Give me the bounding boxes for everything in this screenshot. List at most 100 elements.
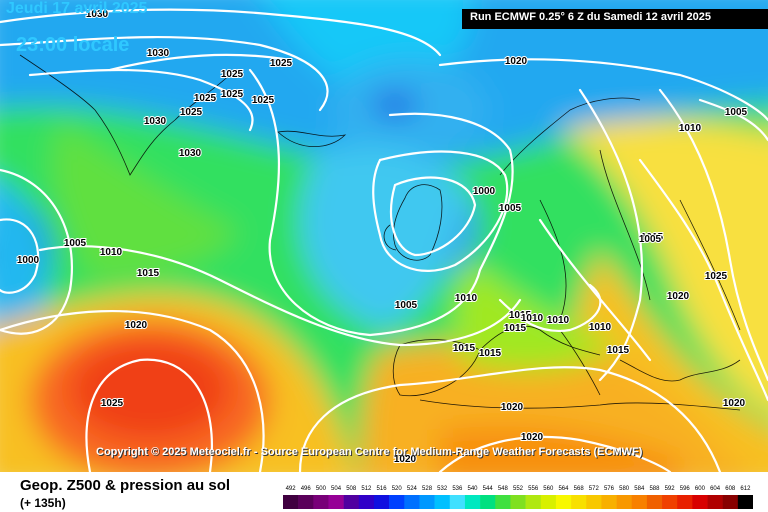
isobar-label: 1020 xyxy=(501,402,524,413)
legend-swatch xyxy=(495,495,511,509)
isobar-label: 1015 xyxy=(453,343,476,354)
legend-label: 592 xyxy=(665,486,676,492)
legend-swatch xyxy=(555,495,572,509)
legend-swatch xyxy=(707,495,723,509)
legend-label: 544 xyxy=(483,486,494,492)
legend-swatch xyxy=(586,495,602,509)
isobar-label: 1020 xyxy=(125,320,148,331)
legend-label: 532 xyxy=(437,486,448,492)
legend-swatch xyxy=(404,495,420,509)
isobar-label: 1010 xyxy=(547,315,570,326)
legend-swatch xyxy=(434,495,451,509)
legend-swatch xyxy=(722,495,739,509)
legend-label: 540 xyxy=(468,486,479,492)
legend-label: 548 xyxy=(498,486,509,492)
isobar-label: 1030 xyxy=(179,148,202,159)
legend-label: 556 xyxy=(528,486,539,492)
isobar-label: 1000 xyxy=(17,255,40,266)
isobar-label: 1015 xyxy=(641,232,664,243)
valid-time: 23:00 locale xyxy=(16,34,130,56)
isobar-label: 1025 xyxy=(221,69,244,80)
isobar-label: 1025 xyxy=(221,89,244,100)
legend-label: 568 xyxy=(574,486,585,492)
isobar-label: 1020 xyxy=(394,454,417,465)
isobar-label: 1005 xyxy=(395,300,418,311)
legend-label: 584 xyxy=(634,486,645,492)
legend-label: 580 xyxy=(619,486,630,492)
legend-swatch xyxy=(601,495,617,509)
isobar-label: 1020 xyxy=(723,398,746,409)
legend-swatch xyxy=(343,495,360,509)
legend-swatch xyxy=(328,495,344,509)
run-info: Run ECMWF 0.25° 6 Z du Samedi 12 avril 2… xyxy=(470,11,711,23)
legend-swatch xyxy=(313,495,329,509)
legend-label: 612 xyxy=(740,486,751,492)
isobar-label: 1015 xyxy=(479,348,502,359)
legend-label: 604 xyxy=(710,486,721,492)
legend-swatch xyxy=(646,495,663,509)
legend-label: 560 xyxy=(543,486,554,492)
isobar-label: 1015 xyxy=(607,345,630,356)
copyright-notice: Copyright © 2025 Meteociel.fr - Source E… xyxy=(96,446,643,458)
isobar-label: 1030 xyxy=(144,116,167,127)
legend-swatch xyxy=(480,495,496,509)
legend-label: 516 xyxy=(377,486,388,492)
legend-label: 528 xyxy=(422,486,433,492)
isobar-label: 1010 xyxy=(679,123,702,134)
isobar-label: 1025 xyxy=(101,398,124,409)
isobar-label: 1005 xyxy=(499,203,522,214)
legend-label: 576 xyxy=(604,486,615,492)
isobar-label: 1015 xyxy=(504,323,527,334)
isobar-label: 1015 xyxy=(509,310,532,321)
legend-label: 504 xyxy=(331,486,342,492)
isobar-label: 1025 xyxy=(252,95,275,106)
legend-label: 600 xyxy=(695,486,706,492)
legend-label: 536 xyxy=(452,486,463,492)
isobar-label: 1025 xyxy=(194,93,217,104)
coastlines xyxy=(19,54,741,411)
isobar-label: 1020 xyxy=(667,291,690,302)
isobar-label: 1015 xyxy=(137,268,160,279)
legend-swatch xyxy=(464,495,481,509)
legend-label: 608 xyxy=(725,486,736,492)
color-legend: 492 496 500 504 508 512 516 520 524 528 532 536 540 5… xyxy=(283,486,753,509)
isobar-label: 1030 xyxy=(147,48,170,59)
legend-label: 508 xyxy=(346,486,357,492)
legend-swatch xyxy=(283,495,299,509)
legend-swatch xyxy=(419,495,435,509)
legend-swatch xyxy=(737,495,753,509)
isobar-label: 1010 xyxy=(589,322,612,333)
legend-label: 500 xyxy=(316,486,327,492)
legend-swatch xyxy=(449,495,466,509)
legend-swatch xyxy=(358,495,375,509)
isobar-label: 1020 xyxy=(521,432,544,443)
isobar-label: 1005 xyxy=(639,234,662,245)
legend-label: 524 xyxy=(407,486,418,492)
legend-swatch xyxy=(373,495,390,509)
legend-swatch xyxy=(389,495,405,509)
isobar-label: 1010 xyxy=(100,247,123,258)
legend-swatch xyxy=(616,495,633,509)
isobar-label: 1005 xyxy=(64,238,87,249)
legend-label: 596 xyxy=(680,486,691,492)
legend-swatch xyxy=(510,495,526,509)
legend-label: 512 xyxy=(361,486,372,492)
isobar-label: 1010 xyxy=(455,293,478,304)
legend-label: 492 xyxy=(286,486,297,492)
legend-swatch xyxy=(298,495,314,509)
legend-swatch xyxy=(692,495,708,509)
isobar-label: 1005 xyxy=(725,107,748,118)
legend-swatch xyxy=(540,495,557,509)
legend-label: 588 xyxy=(649,486,660,492)
isobar-label: 1020 xyxy=(505,56,528,67)
isobar-lines xyxy=(0,8,768,472)
legend-swatch xyxy=(631,495,648,509)
isobar-label: 1025 xyxy=(180,107,203,118)
valid-date: Jeudi 17 avril 2025 xyxy=(6,0,148,17)
isobar-label: 1000 xyxy=(473,186,496,197)
isobar-label: 1025 xyxy=(270,58,293,69)
run-info-box xyxy=(462,9,768,29)
legend-label: 564 xyxy=(558,486,569,492)
chart-title: Geop. Z500 & pression au sol xyxy=(20,477,231,494)
